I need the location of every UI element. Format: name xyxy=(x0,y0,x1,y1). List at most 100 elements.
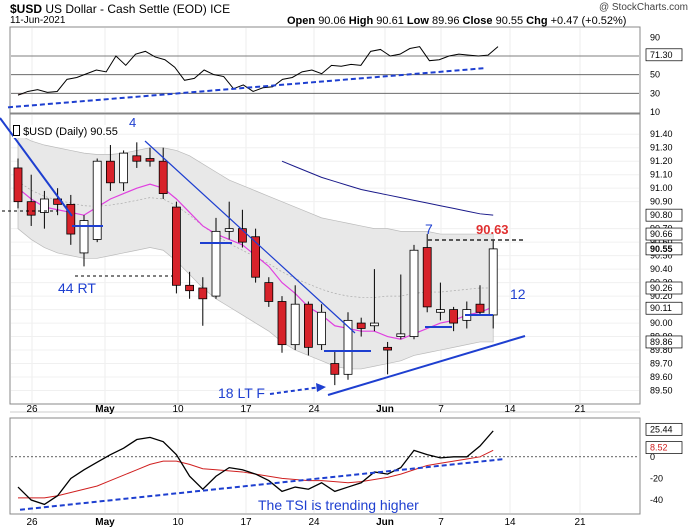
tsi-tag xyxy=(645,422,683,436)
chg-value: +0.47 (+0.52%) xyxy=(550,15,627,27)
x-tick-label-bottom: 14 xyxy=(504,517,516,528)
legend-text: $USD (Daily) 90.55 xyxy=(23,126,118,138)
price-legend: $USD (Daily) 90.55 xyxy=(13,125,118,138)
candle-body xyxy=(449,309,459,324)
wave-7-label: 7 xyxy=(425,221,433,237)
x-tick-label-bottom: Jun xyxy=(376,517,394,528)
slow-moving-average xyxy=(281,160,494,216)
exchange: ICE xyxy=(210,2,231,16)
price-panel xyxy=(13,133,498,386)
candle-body xyxy=(158,160,168,194)
uptrend-support-line xyxy=(327,335,526,396)
lt-arrow-line xyxy=(269,386,322,395)
price-tag-label: 90.80 xyxy=(650,210,673,220)
tsi-y-tick: -20 xyxy=(650,473,663,483)
price-tag xyxy=(645,227,683,241)
candle-body xyxy=(145,158,155,162)
candle-body xyxy=(277,301,287,346)
tsi-panel-frame xyxy=(9,417,641,515)
x-tick-label-bottom: 21 xyxy=(574,517,586,528)
candle-body xyxy=(475,303,485,313)
x-tick-label-bottom: 10 xyxy=(172,517,184,528)
price-tag xyxy=(645,281,683,295)
chart-title: $USD US Dollar - Cash Settle (EOD) ICE xyxy=(10,2,230,16)
candle-body xyxy=(106,160,115,184)
candle-body xyxy=(343,319,353,375)
y-tick-label: 89.70 xyxy=(650,359,673,369)
price-tag-label: 90.11 xyxy=(650,303,672,313)
y-tick-label: 91.20 xyxy=(650,156,673,166)
y-tick-label: 90.90 xyxy=(650,197,673,207)
wave-4-label: 4 xyxy=(129,115,136,130)
candle-body xyxy=(290,303,300,346)
low-label: Low xyxy=(406,15,429,27)
candle-body xyxy=(383,346,393,351)
tsi-annotation: The TSI is trending higher xyxy=(258,497,419,513)
x-tick-label: 17 xyxy=(240,404,252,415)
open-label: Open xyxy=(287,15,316,27)
candle-body xyxy=(396,333,406,337)
candle-body xyxy=(330,363,340,375)
candle-body xyxy=(66,203,76,235)
y-tick-label: 90.20 xyxy=(650,291,673,301)
low-value: 89.96 xyxy=(431,15,460,27)
legend-candle-icon xyxy=(13,125,20,136)
upper-y-tick: 90 xyxy=(650,32,660,42)
upper-y-tick: 30 xyxy=(650,88,660,98)
candle-body xyxy=(264,282,274,302)
rt-label: 44 RT xyxy=(58,280,96,296)
candle-body xyxy=(409,249,419,337)
upper-y-tick: 71.30 xyxy=(650,50,673,60)
watermark: @ StockCharts.com xyxy=(598,2,688,13)
x-tick-label-bottom: May xyxy=(95,517,115,528)
candle-body xyxy=(237,228,247,243)
candle-body xyxy=(13,167,23,203)
tsi-line xyxy=(17,430,494,506)
tsi-trendline xyxy=(19,457,506,511)
price-tag-label: 90.26 xyxy=(650,283,673,293)
instrument-name: US Dollar - Cash Settle (EOD) xyxy=(45,2,207,16)
x-tick-label: 21 xyxy=(574,404,586,415)
upper-line xyxy=(17,46,499,96)
price-tag-label: 90.55 xyxy=(650,244,673,254)
candle-body xyxy=(422,247,432,308)
candle-body xyxy=(119,152,128,184)
candle-body xyxy=(369,322,379,327)
x-tick-label: 7 xyxy=(438,404,444,415)
candle-body xyxy=(185,284,195,292)
ohlc-readout: Open 90.06 High 90.61 Low 89.96 Close 90… xyxy=(287,15,626,27)
candle-body xyxy=(26,201,36,216)
upper-indicator-panel xyxy=(7,46,639,109)
candle-body xyxy=(435,309,445,313)
candle-body xyxy=(132,155,142,162)
x-tick-label: 24 xyxy=(308,404,320,415)
tsi-tag xyxy=(645,441,683,454)
value-tag xyxy=(645,48,683,62)
x-tick-label-bottom: 17 xyxy=(240,517,252,528)
y-tick-label: 91.10 xyxy=(650,170,673,180)
candle-body xyxy=(211,230,221,297)
y-tick-label: 90.40 xyxy=(650,264,673,274)
y-tick-label: 89.50 xyxy=(650,386,673,396)
x-tick-label-bottom: 24 xyxy=(308,517,320,528)
y-tick-label: 91.00 xyxy=(650,183,673,193)
tsi-y-tick: -40 xyxy=(650,495,663,505)
candle-body xyxy=(40,198,49,213)
chart-date: 11-Jun-2021 xyxy=(10,15,66,26)
tsi-y-tick: 25.44 xyxy=(650,424,673,434)
tsi-y-tick: 0 xyxy=(650,452,655,462)
axis-labels: 91.4091.3091.2091.1091.0090.9090.7090.60… xyxy=(26,32,683,528)
annotations: 4 44 RT 18 LT F 7 90.63 12 xyxy=(0,115,526,401)
high-value: 90.61 xyxy=(376,15,404,27)
price-tag xyxy=(645,335,683,349)
price-tag-label: 90.66 xyxy=(650,229,673,239)
high-label: High xyxy=(348,15,374,27)
candle-body xyxy=(303,303,313,348)
y-tick-label: 90.60 xyxy=(650,237,673,247)
price-tag xyxy=(645,301,683,315)
upper-y-tick: 50 xyxy=(650,70,660,80)
downtrend-line-2 xyxy=(144,140,356,334)
candle-body xyxy=(317,311,327,346)
price-tag xyxy=(645,208,683,222)
x-tick-label: 26 xyxy=(26,404,38,415)
